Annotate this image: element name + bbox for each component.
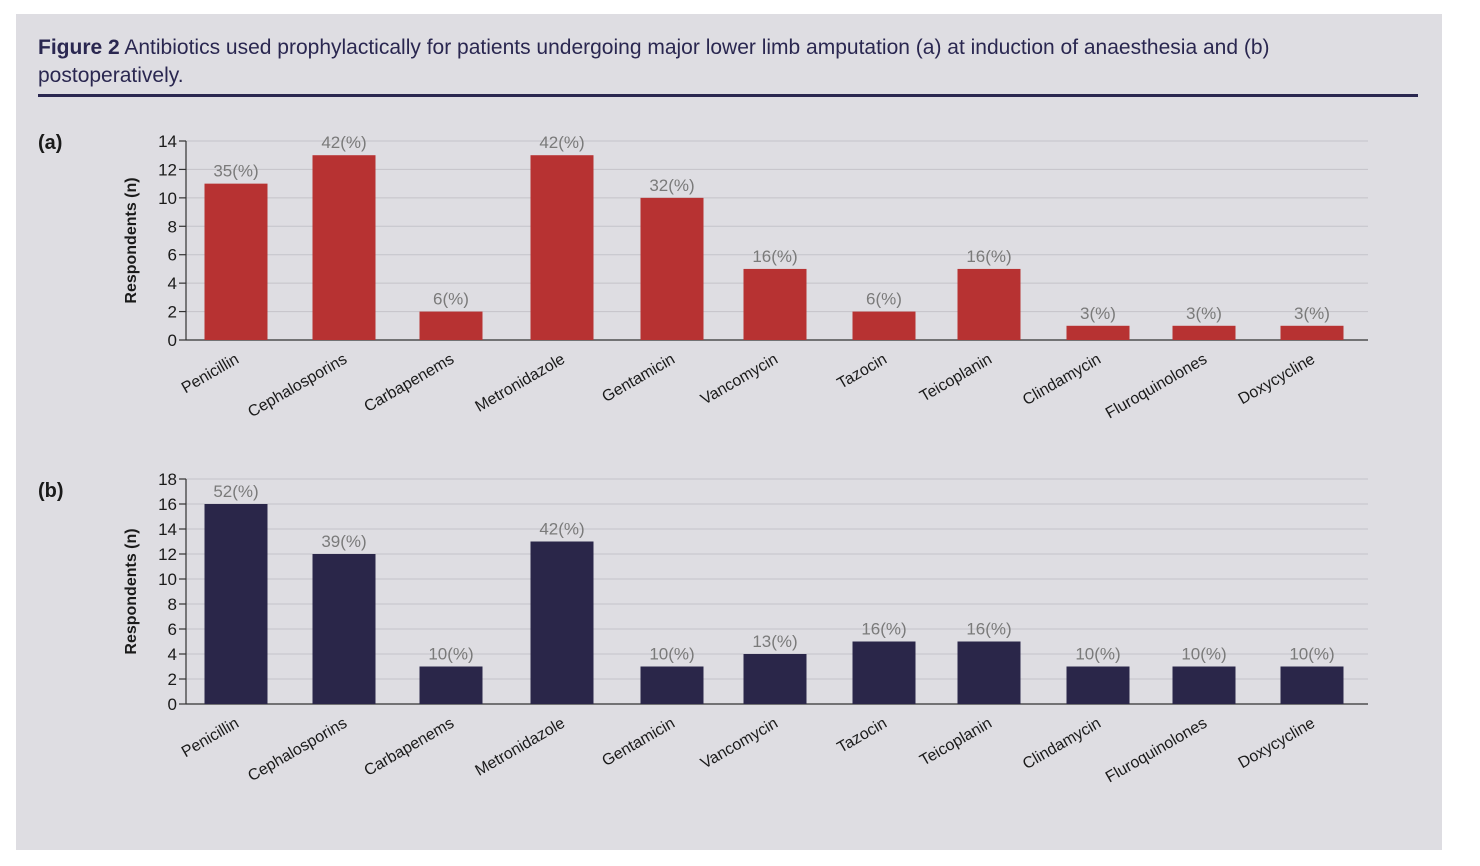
y-tick-label: 4 (168, 645, 177, 664)
y-tick-label: 6 (168, 620, 177, 639)
bar (640, 666, 704, 704)
bar (957, 641, 1021, 704)
bar (1066, 666, 1130, 704)
bar (1172, 666, 1236, 704)
bar (1280, 325, 1344, 340)
y-tick-label: 10 (158, 570, 177, 589)
data-label: 10(%) (1181, 645, 1226, 664)
x-tick-label: Doxycycline (1236, 715, 1319, 772)
bar (1172, 325, 1236, 340)
y-tick-label: 18 (158, 470, 177, 489)
figure-caption-text: Antibiotics used prophylactically for pa… (38, 36, 1270, 87)
y-tick-label: 14 (158, 132, 177, 151)
data-label: 6(%) (433, 290, 469, 309)
x-tick-label: Carbapenems (361, 715, 457, 780)
bar (957, 268, 1021, 340)
data-label: 16(%) (966, 620, 1011, 639)
x-tick-label: Cephalosporins (245, 715, 350, 785)
y-tick-label: 14 (158, 520, 177, 539)
title-rule (38, 94, 1418, 97)
x-tick-label: Vancomycin (698, 715, 781, 773)
bar (743, 654, 807, 704)
bar (852, 641, 916, 704)
data-label: 16(%) (752, 247, 797, 266)
y-tick-label: 6 (168, 246, 177, 265)
bar (743, 268, 807, 340)
y-axis-label: Respondents (n) (123, 528, 140, 654)
data-label: 10(%) (428, 645, 473, 664)
data-label: 3(%) (1080, 304, 1116, 323)
data-label: 16(%) (966, 247, 1011, 266)
figure-caption: Figure 2 Antibiotics used prophylactical… (38, 34, 1398, 90)
y-tick-label: 2 (168, 303, 177, 322)
y-tick-label: 8 (168, 217, 177, 236)
figure-background (16, 14, 1442, 850)
y-tick-label: 0 (168, 695, 177, 714)
data-label: 32(%) (649, 176, 694, 195)
data-label: 52(%) (213, 482, 258, 501)
data-label: 39(%) (321, 532, 366, 551)
y-axis-label: Respondents (n) (123, 177, 140, 303)
bar (312, 554, 376, 704)
data-label: 10(%) (1289, 645, 1334, 664)
bar (640, 197, 704, 340)
x-tick-label: Clindamycin (1020, 715, 1104, 773)
y-tick-label: 16 (158, 495, 177, 514)
bar (312, 155, 376, 340)
data-label: 10(%) (649, 645, 694, 664)
bar (419, 666, 483, 704)
data-label: 42(%) (321, 133, 366, 152)
y-tick-label: 4 (168, 274, 177, 293)
data-label: 42(%) (539, 133, 584, 152)
data-label: 42(%) (539, 520, 584, 539)
panel-label-b: (b) (38, 480, 64, 502)
figure-label: Figure 2 (38, 36, 120, 59)
bar (1280, 666, 1344, 704)
y-tick-label: 12 (158, 160, 177, 179)
x-tick-label: Teicoplanin (917, 715, 995, 770)
data-label: 3(%) (1186, 304, 1222, 323)
bar (1066, 325, 1130, 340)
data-label: 35(%) (213, 162, 258, 181)
y-tick-label: 10 (158, 189, 177, 208)
y-tick-label: 8 (168, 595, 177, 614)
data-label: 16(%) (861, 620, 906, 639)
data-label: 3(%) (1294, 304, 1330, 323)
bar (530, 541, 594, 704)
data-label: 6(%) (866, 290, 902, 309)
bar (852, 311, 916, 340)
bar (204, 504, 268, 704)
panel-label-a: (a) (38, 132, 63, 154)
bar (204, 183, 268, 340)
bar (530, 155, 594, 340)
x-tick-label: Fluroquinolones (1103, 715, 1210, 787)
bar (419, 311, 483, 340)
x-tick-label: Metronidazole (472, 715, 568, 780)
x-tick-label: Gentamicin (599, 715, 678, 770)
data-label: 10(%) (1075, 645, 1120, 664)
x-tick-label: Tazocin (835, 715, 890, 757)
y-tick-label: 0 (168, 331, 177, 350)
x-tick-label: Penicillin (179, 715, 242, 761)
y-tick-label: 2 (168, 670, 177, 689)
y-tick-label: 12 (158, 545, 177, 564)
data-label: 13(%) (752, 632, 797, 651)
